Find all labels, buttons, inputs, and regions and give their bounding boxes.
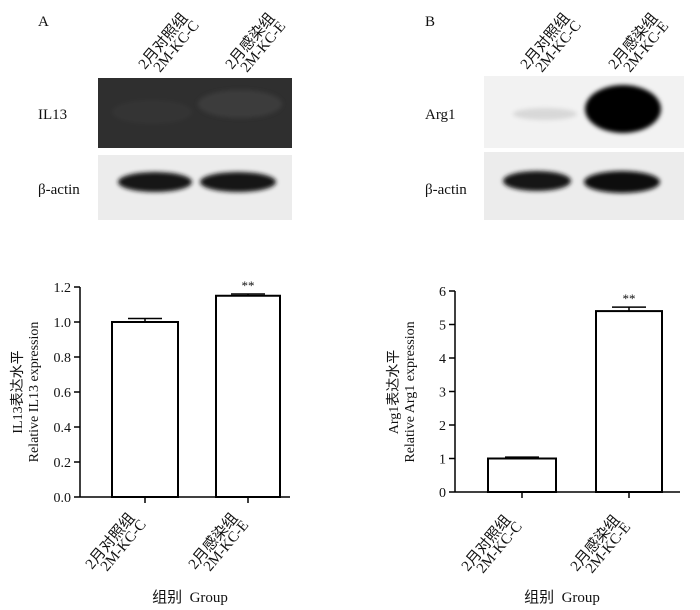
chart-a-ylabel-cn: IL13表达水平: [10, 350, 26, 433]
chart-b-ytick-label: 3: [439, 386, 446, 401]
blot-actin-a-band-lane-1: [118, 172, 192, 192]
chart-a-ytick-label: 0.4: [54, 421, 72, 436]
blot-actin-a: β-actin: [38, 155, 292, 220]
panel-b-lane-labels: 2月对照组 2M-KC-C 2月感染组 2M-KC-E: [517, 10, 672, 76]
panel-a-lane-labels: 2月对照组 2M-KC-C 2月感染组 2M-KC-E: [135, 10, 289, 76]
blot-actin-b: β-actin: [425, 152, 684, 220]
chart-a-bar: [215, 294, 281, 498]
blot-actin-a-label: β-actin: [38, 182, 80, 198]
panel-a-letter: A: [38, 14, 49, 30]
chart-b-plot: 0 1 2 3 4 5 6 **: [439, 285, 680, 501]
chart-a-plot: 0.0 0.2 0.4 0.6 0.8 1.0 1.2 **: [54, 278, 290, 506]
chart-a-ytick-label: 0.0: [54, 491, 72, 506]
chart-a-ytick-label: 1.2: [54, 281, 72, 296]
chart-a-significance-label: **: [242, 278, 255, 293]
blot-il13-band-lane-2: [198, 90, 282, 118]
blot-arg1-label: Arg1: [425, 107, 456, 123]
blot-actin-a-band-lane-2: [200, 172, 276, 192]
chart-a-ylabel-en: Relative IL13 expression: [27, 322, 42, 463]
chart-b-ylabel-cn: Arg1表达水平: [386, 350, 402, 435]
chart-b-ytick-label: 2: [439, 419, 446, 434]
panel-a: A 2月对照组 2M-KC-C 2月感染组 2M-KC-E IL13 β-act…: [10, 10, 292, 606]
chart-b-ytick-label: 0: [439, 486, 446, 501]
chart-a-xlabel: 组别 Group: [152, 589, 228, 606]
chart-b-ylabel-en: Relative Arg1 expression: [403, 321, 418, 462]
blot-arg1-band-lane-2: [585, 85, 661, 133]
chart-b-ytick-label: 5: [439, 319, 446, 334]
blot-actin-b-label: β-actin: [425, 182, 467, 198]
blot-arg1: Arg1: [425, 76, 684, 148]
chart-b-ytick-label: 6: [439, 285, 446, 300]
chart-b-bar: [595, 310, 663, 493]
blot-arg1-band-lane-1: [513, 108, 577, 120]
chart-a-ytick-label: 1.0: [54, 316, 72, 331]
chart-b-significance-label: **: [623, 291, 636, 306]
chart-a-ytick-label: 0.6: [54, 386, 72, 401]
chart-a-ytick-label: 0.2: [54, 456, 72, 471]
blot-actin-b-band-lane-2: [584, 171, 660, 193]
panel-b: B 2月对照组 2M-KC-C 2月感染组 2M-KC-E Arg1 β-act…: [386, 10, 684, 606]
chart-a: IL13表达水平 Relative IL13 expression 0.0 0.2…: [10, 278, 290, 606]
blot-il13: IL13: [38, 78, 292, 148]
chart-a-ytick-label: 0.8: [54, 351, 72, 366]
chart-b-ytick-label: 1: [439, 453, 446, 468]
blot-il13-band-lane-1: [112, 100, 192, 124]
chart-b-bar: [487, 457, 557, 493]
chart-a-bar: [111, 321, 179, 498]
panel-b-letter: B: [425, 14, 435, 30]
blot-actin-b-band-lane-1: [503, 171, 571, 191]
chart-b-ytick-label: 4: [439, 352, 446, 367]
chart-b-xlabel: 组别 Group: [524, 589, 600, 606]
chart-b: Arg1表达水平 Relative Arg1 expression 0 1 2 3 4 5…: [386, 285, 680, 606]
blot-il13-label: IL13: [38, 107, 67, 123]
